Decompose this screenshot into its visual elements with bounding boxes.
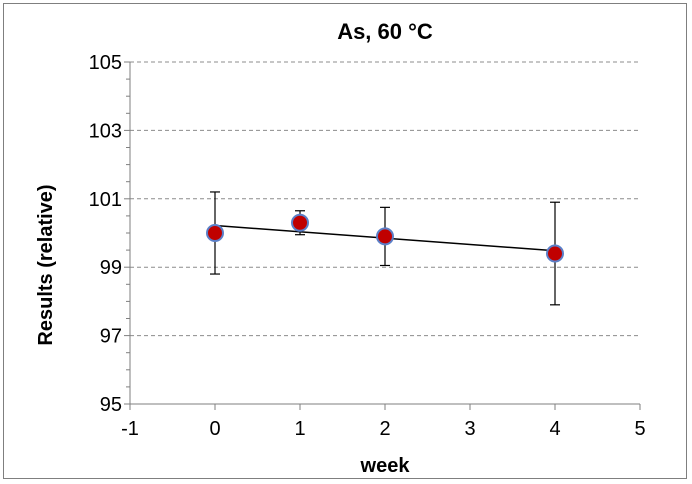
y-tick-label: 99	[100, 257, 122, 279]
data-point	[291, 213, 309, 232]
data-point	[546, 244, 564, 263]
x-tick-label: 3	[464, 418, 475, 440]
y-tick-label: 101	[89, 189, 122, 211]
error-bars	[210, 191, 560, 306]
y-tick-label: 105	[89, 52, 122, 74]
axes	[124, 61, 641, 410]
x-tick-label: 0	[209, 418, 220, 440]
gridlines	[130, 61, 640, 337]
y-tick-label: 95	[100, 394, 122, 416]
tick-labels: 95 97 99 101 103 105 -1 0 1 2 3 4 5	[89, 52, 646, 440]
data-points	[206, 213, 564, 263]
x-tick-label: 2	[379, 418, 390, 440]
x-tick-label: -1	[121, 418, 139, 440]
chart-title: As, 60 °C	[337, 19, 433, 44]
y-tick-label: 97	[100, 326, 122, 348]
x-tick-label: 1	[294, 418, 305, 440]
data-point	[206, 224, 224, 242]
x-tick-label: 5	[634, 418, 645, 440]
x-axis-title: week	[360, 455, 411, 477]
y-tick-label: 103	[89, 120, 122, 142]
data-point	[376, 227, 394, 246]
x-tick-label: 4	[549, 418, 560, 440]
y-axis-title: Results (relative)	[35, 184, 57, 345]
chart-frame	[3, 3, 687, 479]
